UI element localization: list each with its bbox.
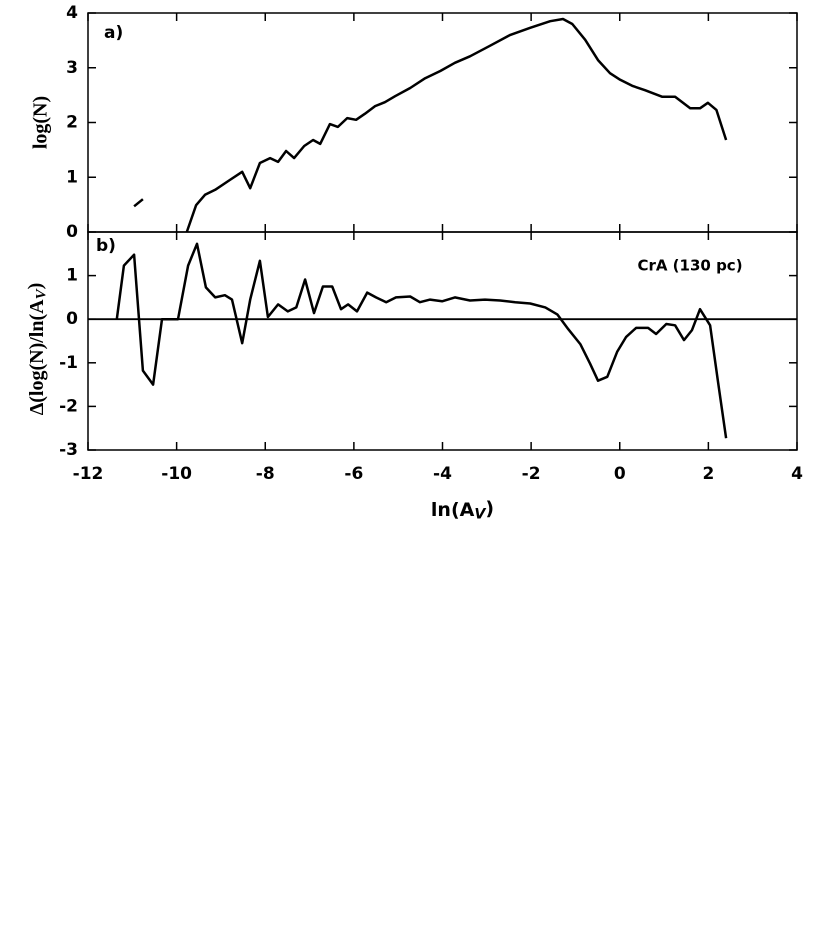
y-axis-label-main: Δ(log(N)/ln(A <box>26 299 48 415</box>
x-axis-label-end: ) <box>485 497 494 519</box>
y-tick-label: 0 <box>66 309 78 329</box>
y-tick-label: 4 <box>66 3 78 23</box>
data-line <box>133 17 728 233</box>
y-tick-label: 1 <box>66 266 78 286</box>
x-tick-label: -6 <box>344 464 363 484</box>
y-tick-label: -2 <box>59 396 78 416</box>
y-axis-label-end: ) <box>24 283 46 290</box>
y-axis-label: log(N) <box>30 96 52 149</box>
y-axis-label-sub: V <box>34 287 50 299</box>
data-line <box>115 242 728 439</box>
y-tick-label: -3 <box>59 440 78 460</box>
x-tick-label: -12 <box>73 464 104 484</box>
panel-label: a) <box>104 23 123 43</box>
x-tick-label: -4 <box>433 464 452 484</box>
x-axis-label-main: ln(A <box>431 499 475 521</box>
x-tick-label: 4 <box>791 464 803 484</box>
y-tick-label: 3 <box>66 58 78 78</box>
x-tick-label: -10 <box>161 464 192 484</box>
annotation: CrA (130 pc) <box>637 257 742 275</box>
y-tick-label: 2 <box>66 113 78 133</box>
panel-label: b) <box>96 236 116 256</box>
x-axis-label: ln(AV) <box>431 497 494 522</box>
x-axis-label-sub: V <box>474 506 486 522</box>
x-tick-label: -8 <box>256 464 275 484</box>
plot-frame <box>87 12 798 233</box>
y-tick-label: -1 <box>59 353 78 373</box>
x-tick-label: 0 <box>614 464 626 484</box>
y-tick-label: 0 <box>66 222 78 242</box>
x-tick-label: -2 <box>522 464 541 484</box>
y-tick-label: 1 <box>66 167 78 187</box>
y-axis-label: Δ(log(N)/ln(AV) <box>24 283 50 416</box>
x-tick-label: 2 <box>702 464 714 484</box>
